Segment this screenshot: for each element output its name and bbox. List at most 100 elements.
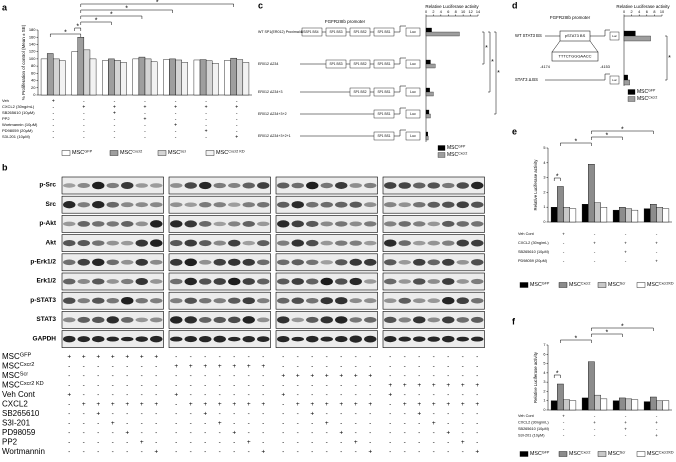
condition-sign: + [624, 421, 627, 426]
blot-band [384, 202, 397, 208]
binding-site [349, 27, 371, 37]
label: PD98059 [2, 428, 36, 437]
significance-bracket [560, 339, 592, 343]
significance-bracket [74, 27, 82, 31]
label: Veh Cont [2, 390, 36, 399]
condition-sign: - [418, 373, 420, 380]
condition-sign: + [325, 420, 329, 427]
blot-band [349, 201, 362, 208]
condition-sign: - [175, 449, 177, 456]
condition-sign: + [67, 392, 71, 399]
condition-sign: - [476, 373, 478, 380]
bar [40, 58, 48, 96]
blot-band [184, 220, 197, 228]
blot-band [199, 181, 212, 190]
condition-sign: - [155, 439, 157, 446]
condition-sign: - [114, 134, 116, 140]
y-axis-label: % Proliferation of control (Mean ± SE) [21, 24, 26, 100]
blot-band [257, 298, 270, 304]
condition-sign: - [447, 439, 449, 446]
blot-band [364, 317, 377, 323]
blot-band [335, 182, 348, 189]
condition-label: PD98059 (20μM) [518, 259, 548, 263]
condition-sign: + [140, 354, 144, 361]
condition-sign: - [175, 354, 177, 361]
blot-band [306, 259, 319, 266]
condition-sign: - [236, 128, 238, 134]
blot-label: Erk1/2 [36, 278, 56, 285]
blot-band [364, 298, 377, 304]
significance-star: * [485, 45, 488, 52]
condition-sign: + [125, 354, 129, 361]
blot-band [184, 239, 197, 247]
blot-band [384, 278, 397, 285]
condition-sign: - [190, 392, 192, 399]
condition-sign: + [655, 421, 658, 426]
condition-sign: - [83, 363, 85, 370]
significance-bracket [560, 142, 592, 146]
condition-sign: - [462, 354, 464, 361]
significance-star: * [668, 55, 671, 62]
condition-sign: + [461, 401, 465, 408]
condition-sign: - [433, 449, 435, 456]
x-tick-label: 4 [440, 10, 442, 14]
label-base: MSC [569, 451, 581, 457]
significance-bracket [591, 136, 623, 140]
condition-sign: + [325, 373, 329, 380]
blot-band [349, 317, 362, 323]
bar [563, 206, 570, 223]
condition-sign: + [113, 110, 116, 116]
bar [650, 396, 657, 411]
bar [550, 400, 558, 411]
blot-strip [168, 195, 271, 214]
blot-band [291, 297, 304, 304]
blot-band [199, 202, 212, 208]
diagram-title: FGFR2IIIb promoter [550, 15, 591, 20]
blot-band [63, 335, 76, 343]
panel-label: a [2, 2, 8, 12]
condition-sign: - [126, 373, 128, 380]
reporter-label: Luc [410, 30, 416, 34]
blot-band [306, 181, 319, 190]
condition-sign: - [326, 430, 328, 437]
bar [425, 131, 429, 137]
condition-sign: - [112, 411, 114, 418]
condition-sign: + [189, 401, 193, 408]
condition-sign: - [236, 116, 238, 122]
condition-sign: - [175, 401, 177, 408]
blot-strip [382, 234, 485, 252]
legend-swatch [157, 150, 167, 156]
condition-sign: - [204, 439, 206, 446]
blot-strip [382, 272, 485, 291]
blot-band [228, 316, 241, 324]
blot-band [349, 258, 362, 266]
blot-band [320, 260, 333, 265]
condition-sign: - [219, 382, 221, 389]
condition-sign: + [310, 373, 314, 380]
condition-label: PD98059 (20μM) [2, 128, 33, 133]
legend-swatch [627, 96, 636, 102]
bar [588, 164, 595, 223]
condition-sign: - [262, 439, 264, 446]
blot-band [277, 278, 290, 285]
condition-sign: + [562, 232, 565, 237]
label-base: MSC [647, 282, 659, 288]
blot-band [427, 317, 440, 323]
significance-star: * [556, 173, 559, 180]
blot-band [277, 182, 290, 189]
label-base: MSC [530, 282, 542, 288]
blot-band [121, 220, 134, 227]
blot-band [398, 182, 411, 189]
significance-bracket [591, 130, 654, 134]
x-tick-label: 4 [638, 10, 640, 14]
blot-band [277, 240, 290, 246]
condition-sign: - [68, 373, 70, 380]
blot-band [63, 183, 76, 188]
condition-sign: + [339, 373, 343, 380]
blot-band [364, 202, 377, 208]
bar [53, 58, 60, 96]
legend-swatch [205, 150, 215, 156]
condition-sign: - [340, 354, 342, 361]
label: CXCL2 [2, 400, 28, 409]
blot-band [63, 240, 76, 247]
